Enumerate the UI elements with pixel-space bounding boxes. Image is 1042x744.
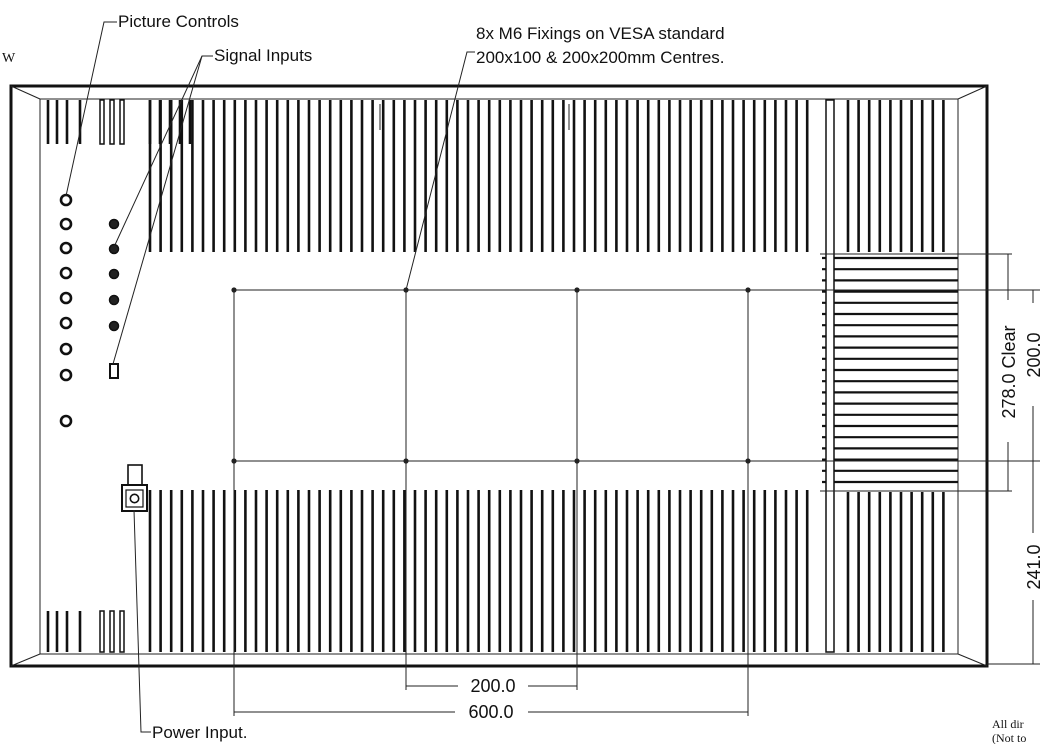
vesa-fixing-point: [574, 287, 580, 293]
dimension-horizontal: [233, 461, 749, 716]
vent-slot: [109, 610, 115, 653]
picture-control-button: [59, 241, 73, 255]
dimension-241-height: 241.0: [1024, 544, 1042, 589]
vent-slots-bottom: [46, 490, 809, 653]
chassis-outline: [9, 84, 989, 668]
picture-control-button: [59, 316, 73, 330]
note-line2: (Not to: [992, 731, 1026, 744]
leader-lines: [65, 21, 475, 733]
dimension-200-width: 200.0: [470, 676, 515, 696]
signal-input-socket: [108, 320, 120, 332]
picture-control-button: [59, 414, 73, 428]
power-connector: [121, 464, 148, 512]
picture-control-button: [59, 342, 73, 356]
vesa-grid: [233, 289, 749, 462]
picture-control-button: [59, 291, 73, 305]
vent-slot: [119, 99, 125, 145]
signal-input-socket: [108, 243, 120, 255]
signal-input-socket: [108, 294, 120, 306]
corner-mark: W: [2, 51, 16, 66]
vent-slot: [99, 99, 105, 145]
dimension-278-clear: 278.0 Clear: [999, 325, 1019, 418]
vent-slot: [119, 610, 125, 653]
vent-slot: [99, 610, 105, 653]
signal-input-socket: [108, 218, 120, 230]
dimension-200-height: 200.0: [1024, 332, 1042, 377]
signal-input-sockets: [108, 218, 120, 332]
vesa-fixing-points: [231, 287, 751, 464]
dimension-600-width: 600.0: [468, 702, 513, 722]
vesa-fixing-point: [231, 287, 237, 293]
signal-input-socket: [108, 268, 120, 280]
vent-slot: [825, 99, 835, 653]
note-line1: All dir: [992, 717, 1024, 731]
signal-input-port: [109, 363, 119, 379]
vent-slot: [109, 99, 115, 145]
picture-control-button: [59, 217, 73, 231]
label-vesa-line2: 200x100 & 200x200mm Centres.: [476, 48, 725, 67]
vent-slots-right: [822, 99, 958, 653]
picture-control-button: [59, 368, 73, 382]
vent-slots-top: [46, 99, 809, 252]
label-power-input: Power Input.: [152, 723, 247, 742]
label-picture-controls: Picture Controls: [118, 12, 239, 31]
label-signal-inputs: Signal Inputs: [214, 46, 312, 65]
picture-control-button: [59, 193, 73, 207]
picture-control-buttons: [59, 193, 73, 428]
label-vesa-line1: 8x M6 Fixings on VESA standard: [476, 24, 725, 43]
picture-control-button: [59, 266, 73, 280]
dimension-vertical: [748, 253, 1040, 665]
